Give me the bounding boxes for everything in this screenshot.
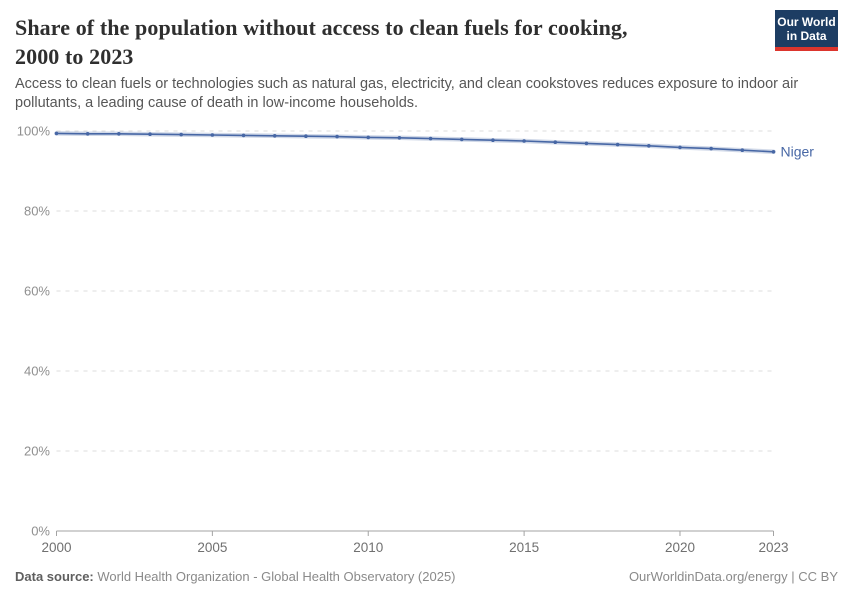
data-point [179, 132, 183, 137]
data-point [647, 144, 651, 148]
x-axis-tick-label: 2005 [197, 540, 227, 555]
y-axis-tick-label: 20% [24, 444, 50, 459]
data-point [740, 148, 745, 152]
data-source-note: Data source: World Health Organization -… [15, 569, 456, 584]
series-line-halo [54, 131, 776, 155]
data-point [428, 136, 433, 141]
chart-title: Share of the population without access t… [15, 13, 735, 71]
credit-note: OurWorldinData.org/energy | CC BY [628, 569, 838, 584]
y-axis-tick-label: 80% [24, 204, 50, 219]
owid-logo-text: Our World in Data [775, 10, 838, 47]
chart-subtitle: Access to clean fuels or technologies su… [15, 76, 799, 111]
data-point [117, 132, 121, 136]
line-chart-canvas: 0% 20% 40% 60% 80% 100% 2000 2005 2010 2015 2020 20… [17, 124, 815, 556]
data-point [304, 134, 308, 138]
data-point [241, 133, 246, 138]
data-point [54, 131, 59, 136]
x-axis-tick-label: 2000 [41, 540, 71, 555]
chart-title-line1: Share of the population without access t… [15, 15, 628, 40]
data-point [335, 134, 339, 139]
x-axis-tick-label: 2020 [665, 540, 695, 555]
data-point [366, 135, 371, 140]
chart-footer: Data source: World Health Organization -… [15, 569, 838, 584]
data-point [553, 140, 558, 144]
data-point [771, 150, 776, 154]
y-axis-tick-label: 60% [24, 284, 50, 299]
data-point [491, 138, 495, 142]
data-source-label: Data source: [15, 569, 94, 584]
data-point [210, 133, 215, 137]
data-point [459, 137, 464, 142]
owid-logo-line1: Our World [777, 15, 836, 29]
data-point [709, 146, 713, 151]
owid-logo-red-strip [775, 47, 838, 51]
data-point [272, 134, 277, 138]
data-point [397, 136, 402, 140]
chart-title-line2: 2000 to 2023 [15, 44, 134, 69]
data-point [678, 145, 682, 150]
owid-logo: Our World in Data [775, 10, 838, 51]
x-axis-tick-label: 2010 [353, 540, 383, 555]
data-point [522, 139, 526, 143]
x-axis-tick-label: 2023 [758, 540, 788, 555]
data-point [584, 141, 589, 146]
owid-logo-line2: in Data [786, 29, 827, 43]
data-point [148, 132, 152, 136]
y-axis-tick-label: 0% [31, 524, 50, 539]
x-axis-tick-label: 2015 [509, 540, 539, 555]
y-axis-tick-label: 100% [17, 124, 51, 139]
data-point [615, 142, 620, 147]
series-label-niger: Niger [781, 143, 815, 159]
data-source-value: World Health Organization - Global Healt… [93, 569, 456, 584]
y-axis-tick-label: 40% [24, 364, 50, 379]
data-point [85, 132, 90, 136]
series-line [55, 132, 775, 153]
